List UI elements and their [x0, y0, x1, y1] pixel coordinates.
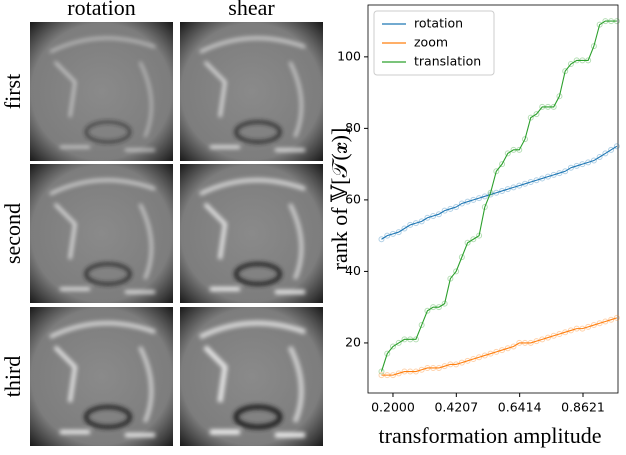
image [30, 22, 173, 161]
legend-label: rotation [414, 16, 463, 31]
x-axis-label: transformation amplitude [379, 423, 602, 448]
image [180, 307, 323, 446]
image-grid: rotation shear first second third [0, 0, 323, 446]
row-label: first [0, 74, 25, 109]
x-tick-label: 0.8621 [561, 400, 605, 415]
figure: rotationshearfirstsecondthird 2040608010… [0, 0, 626, 455]
y-axis-label: rank of 𝕍[𝒯(𝒙)] [327, 128, 352, 271]
chart: 204060801000.20000.42070.64140.8621trans… [327, 5, 619, 448]
row-label: second [0, 203, 25, 264]
image [30, 164, 173, 303]
x-tick-label: 0.6414 [498, 400, 542, 415]
column-label: shear [228, 0, 275, 20]
legend: rotation zoom translation [374, 11, 494, 75]
image-bg [30, 22, 173, 161]
image [180, 164, 323, 303]
column-label: rotation [67, 0, 135, 20]
image [180, 22, 323, 161]
image [30, 307, 173, 446]
y-tick-label: 20 [345, 334, 361, 349]
page: rotationshearfirstsecondthird 2040608010… [0, 0, 626, 455]
row-label: third [0, 356, 25, 398]
legend-label: translation [414, 54, 481, 69]
legend-label: zoom [414, 35, 448, 50]
x-tick-label: 0.4207 [434, 400, 478, 415]
x-tick-label: 0.2000 [371, 400, 415, 415]
y-tick-label: 100 [337, 48, 361, 63]
